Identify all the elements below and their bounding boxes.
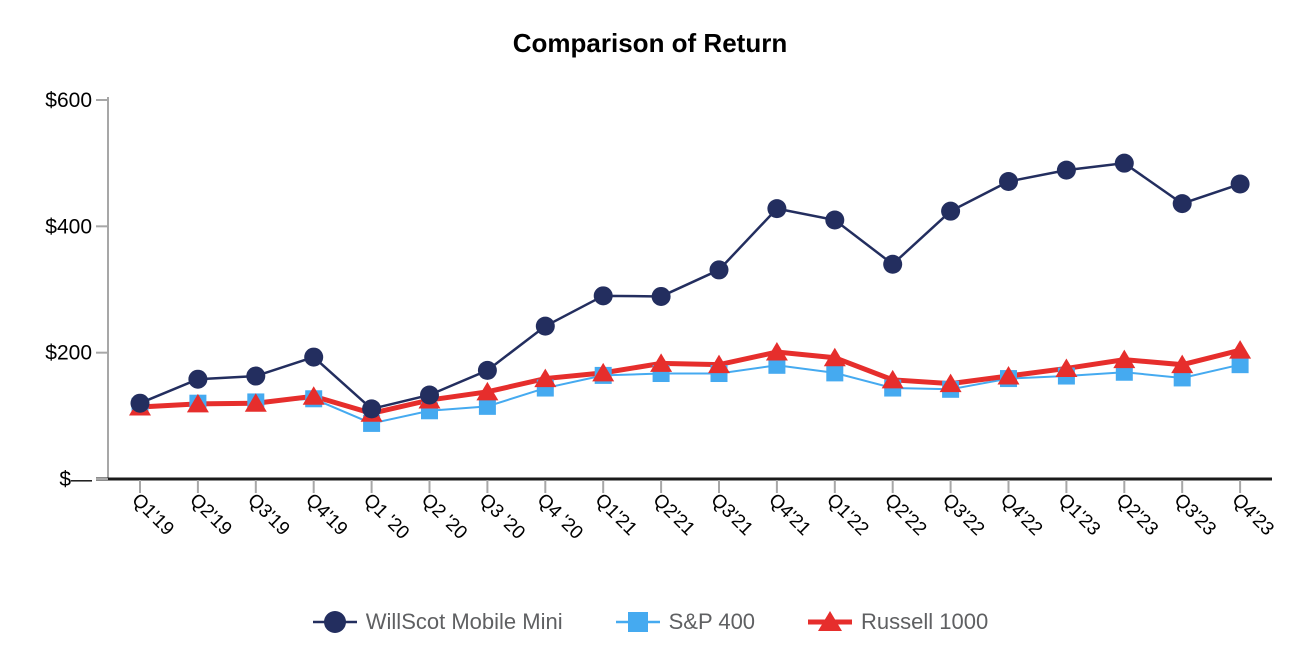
circle-marker [188, 369, 208, 389]
y-tick-label: $200 [45, 342, 92, 365]
triangle-marker [650, 353, 673, 372]
square-marker [1173, 369, 1191, 387]
x-axis-label: Q3'21 [706, 490, 756, 540]
triangle-marker [881, 369, 904, 389]
willscot-line-circle-icon [312, 611, 357, 633]
triangle-marker [997, 366, 1020, 385]
x-axis-label: Q3'23 [1170, 490, 1220, 540]
circle-marker [825, 210, 845, 230]
x-axis-label: Q2'21 [649, 490, 699, 540]
legend-label-russell: Russell 1000 [861, 609, 989, 634]
y-tick-label: $400 [45, 215, 92, 238]
sp400-line-square-icon [615, 612, 660, 632]
x-axis-label: Q1'23 [1054, 490, 1104, 540]
circle-marker [477, 360, 497, 380]
circle-marker [593, 286, 613, 306]
circle-marker [1172, 194, 1192, 214]
x-axis-label: Q2'23 [1112, 490, 1162, 540]
x-axis-label: Q4'21 [764, 490, 814, 540]
x-axis-label: Q4'22 [996, 490, 1046, 540]
series-markers-russell-1000 [129, 340, 1252, 422]
circle-marker [709, 260, 729, 280]
circle-marker [1056, 160, 1076, 180]
triangle-marker [186, 393, 209, 413]
circle-marker [941, 201, 961, 221]
x-axis-label: Q4'19 [301, 490, 351, 540]
legend-label-willscot: WillScot Mobile Mini [365, 609, 563, 634]
square-marker [826, 364, 844, 382]
circle-marker [130, 393, 150, 413]
legend-label-sp400: S&P 400 [668, 609, 756, 634]
x-axis-label: Q2 '20 [417, 490, 471, 544]
series-markers-willscot-mobile-mini [130, 153, 1250, 419]
circle-marker [767, 199, 787, 219]
square-marker [1231, 356, 1249, 374]
triangle-marker [1229, 340, 1252, 359]
x-axis-label: Q1'21 [591, 490, 641, 540]
triangle-marker [765, 342, 788, 361]
circle-marker [246, 366, 266, 386]
x-axis-label: Q1'22 [822, 490, 872, 540]
y-tick-label: $600 [45, 89, 92, 112]
triangle-marker [534, 368, 557, 388]
triangle-marker [244, 393, 267, 412]
x-axis-label: Q1'19 [127, 490, 177, 540]
chart-legend: WillScot Mobile Mini S&P 400 Russell 100… [0, 598, 1300, 646]
x-axis-label: Q3 '20 [475, 490, 529, 544]
russell-line-triangle-icon [808, 611, 853, 631]
circle-marker [651, 286, 671, 306]
circle-marker [420, 385, 439, 405]
circle-marker [999, 171, 1018, 191]
triangle-marker [592, 362, 615, 382]
circle-marker [535, 316, 555, 336]
square-marker [478, 397, 496, 415]
x-axis-label: Q3'19 [243, 490, 293, 540]
circle-marker [362, 399, 382, 419]
y-tick-label: $— [59, 468, 92, 491]
x-axis-label: Q4'23 [1228, 490, 1278, 540]
legend-item-willscot: WillScot Mobile Mini [312, 609, 563, 635]
x-axis-label: Q4 '20 [533, 490, 587, 544]
series-line-willscot-mobile-mini [139, 161, 1241, 411]
chart-title: Comparison of Return [512, 28, 788, 58]
circle-marker [883, 254, 903, 274]
triangle-marker [939, 373, 962, 393]
triangle-marker [476, 381, 499, 401]
circle-marker [1114, 153, 1134, 173]
triangle-marker [1113, 349, 1136, 369]
circle-marker [304, 347, 324, 367]
x-axis-label: Q1 '20 [359, 490, 413, 544]
triangle-marker [302, 386, 325, 405]
triangle-marker [1055, 358, 1078, 377]
x-axis-label: Q3'22 [938, 490, 988, 540]
series-line-russell-1000 [139, 347, 1241, 416]
legend-item-sp400: S&P 400 [615, 609, 755, 635]
triangle-marker [823, 347, 846, 367]
chart-plot-area: $600 $400 $200 $— Q1'19 Q2'19 Q3'19 Q4'19 Q1 '20… [45, 89, 1278, 544]
circle-marker [1230, 174, 1250, 194]
x-axis-label: Q2'19 [185, 490, 235, 540]
legend-item-russell: Russell 1000 [807, 609, 988, 635]
square-marker [768, 356, 786, 374]
triangle-marker [708, 354, 730, 374]
triangle-marker [1171, 354, 1194, 374]
x-axis-label: Q2'22 [880, 490, 930, 540]
